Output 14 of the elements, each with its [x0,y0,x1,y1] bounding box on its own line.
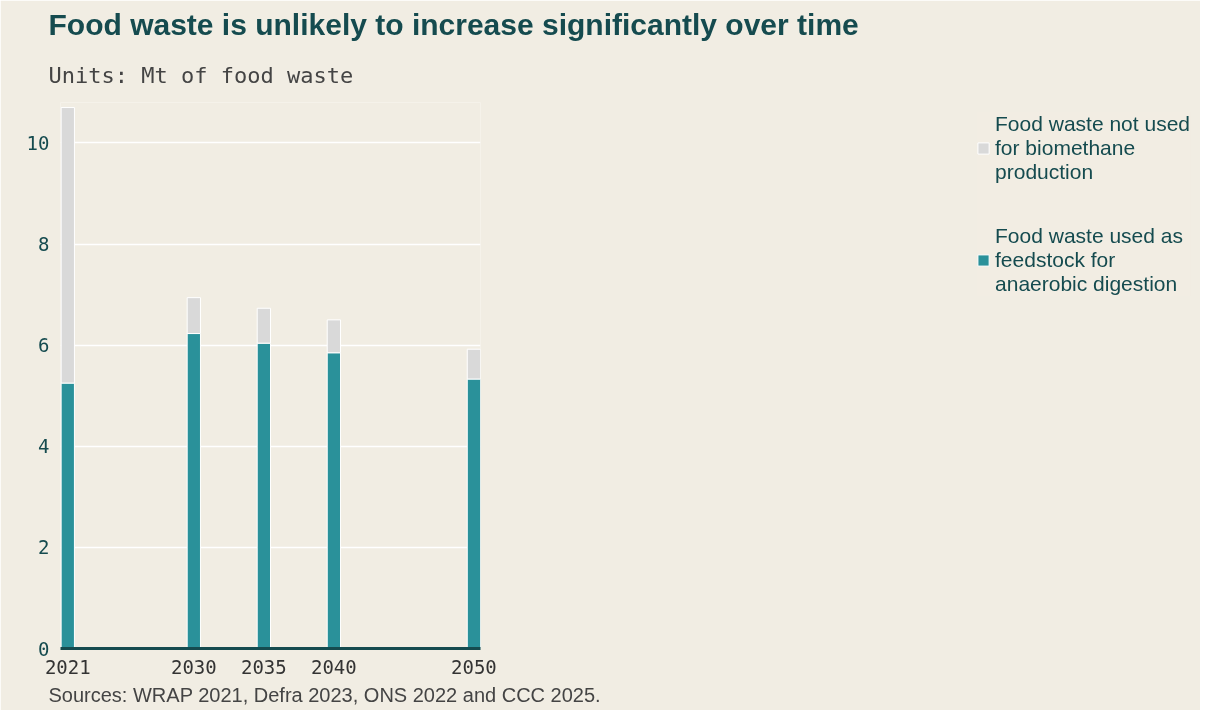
source-note: Sources: WRAP 2021, Defra 2023, ONS 2022 and CCC 2025. [48,683,601,706]
x-tick-label: 2035 [240,655,287,678]
y-tick-label: 6 [38,334,50,357]
y-tick-label: 2 [38,536,50,559]
x-tick-label: 2030 [170,655,217,678]
y-tick-label: 8 [38,233,50,256]
chart-subtitle: Units: Mt of food waste [48,62,354,88]
y-tick-label: 10 [26,131,50,154]
legend-label: Food waste not used for biomethane production [995,112,1190,184]
chart-title: Food waste is unlikely to increase significantly over time [48,7,859,41]
x-tick-label: 2050 [451,655,497,678]
legend-label: Food waste used as feedstock for anaerobic digestion [995,224,1183,296]
y-tick-label: 4 [38,435,50,458]
x-tick-label: 2040 [310,655,357,678]
